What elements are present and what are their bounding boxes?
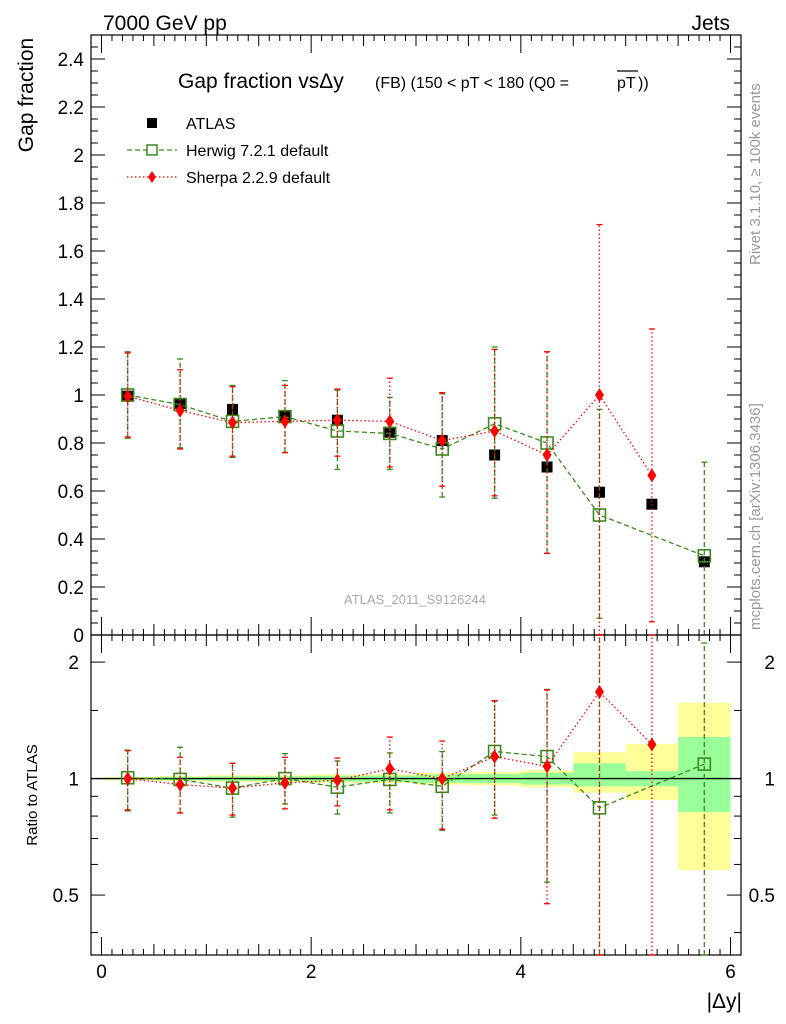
- x-tick-label: 4: [516, 962, 527, 983]
- ratio-y-tick-label: 1: [68, 770, 79, 791]
- sherpa-point: [228, 781, 238, 796]
- sherpa-point: [280, 414, 290, 429]
- sherpa-point: [280, 775, 290, 790]
- main-series-layer: [120, 223, 712, 636]
- header-category-label: Jets: [691, 12, 730, 35]
- sherpa-point: [332, 413, 342, 428]
- main-panel: 0 0.2 0.4 0.6 0.8 1 1.2 1.4 1.6 1.8 2 2.2 2.4 ATLAS_…: [15, 34, 742, 647]
- legend-label-sherpa: Sherpa 2.2.9 default: [186, 170, 331, 187]
- legend-entry-atlas: ATLAS: [147, 116, 236, 133]
- ratio-series-layer: [120, 634, 712, 956]
- sherpa-point: [385, 761, 395, 776]
- main-y-tick-label: 1.8: [58, 194, 84, 215]
- main-y-tick-label: 2.4: [58, 50, 85, 71]
- sherpa-point: [332, 773, 342, 788]
- legend: ATLAS Herwig 7.2.1 default Sherpa 2.2.9 …: [127, 116, 331, 187]
- legend-label-atlas: ATLAS: [186, 116, 236, 133]
- x-tick-label: 0: [96, 962, 107, 983]
- main-y-tick-label: 0.8: [58, 434, 84, 455]
- legend-marker-sherpa: [148, 171, 156, 183]
- sherpa-point: [542, 759, 552, 774]
- main-y-tick-label: 0.2: [58, 578, 84, 599]
- sherpa-point: [175, 403, 185, 418]
- atlas-point: [384, 426, 396, 438]
- ratio-y-tick-label: 0.5: [53, 886, 79, 907]
- main-y-tick-label: 1.6: [58, 242, 84, 263]
- sherpa-point: [490, 749, 500, 764]
- sherpa-point: [647, 468, 657, 483]
- ratio-y-tick-label-right: 2: [764, 653, 775, 674]
- sherpa-point: [228, 415, 238, 430]
- title-main: Gap fraction vsΔy: [178, 70, 344, 93]
- main-y-tick-label: 2: [73, 146, 84, 167]
- sherpa-point: [542, 448, 552, 462]
- atlas-point: [593, 486, 605, 498]
- main-y-tick-label: 0.4: [58, 530, 85, 551]
- main-y-tick-label: 0: [73, 626, 84, 647]
- sherpa-point: [385, 414, 395, 429]
- main-y-axis: 0 0.2 0.4 0.6 0.8 1 1.2 1.4 1.6 1.8 2 2.2 2.4: [58, 34, 741, 647]
- legend-entry-sherpa: Sherpa 2.2.9 default: [127, 170, 331, 187]
- ratio-y-tick-label-right: 0.5: [749, 886, 775, 907]
- sherpa-point: [437, 771, 447, 786]
- main-y-tick-label: 1: [73, 386, 84, 407]
- x-axis: 0 2 4 6: [96, 35, 736, 983]
- x-axis-title: |Δy|: [707, 990, 742, 1013]
- sherpa-point: [647, 737, 657, 752]
- sherpa-point: [594, 388, 604, 402]
- sherpa-point: [123, 771, 133, 786]
- main-y-axis-title: Gap fraction: [15, 38, 38, 152]
- atlas-point: [646, 498, 658, 510]
- main-y-tick-label: 2.2: [58, 98, 84, 119]
- title-sub: (FB) (150 < pT < 180 (Q0 =: [375, 75, 569, 92]
- sherpa-point: [490, 424, 500, 438]
- rivet-version-label: Rivet 3.1.10, ≥ 100k events: [747, 83, 764, 265]
- sherpa-point: [175, 777, 185, 792]
- atlas-point: [541, 461, 553, 473]
- main-y-tick-label: 1.4: [58, 290, 85, 311]
- main-y-tick-label: 0.6: [58, 482, 84, 503]
- ratio-y-axis: 0.5 0.5 1 1 2 2: [53, 653, 775, 934]
- main-y-tick-label: 1.2: [58, 338, 84, 359]
- analysis-watermark: ATLAS_2011_S9126244: [344, 592, 486, 607]
- header-collision-label: 7000 GeV pp: [103, 12, 227, 35]
- x-tick-label: 2: [306, 962, 317, 983]
- sherpa-point: [437, 433, 447, 448]
- legend-marker-herwig: [146, 144, 158, 156]
- ratio-uncertainty-bands: [91, 702, 741, 871]
- legend-label-herwig: Herwig 7.2.1 default: [186, 143, 329, 160]
- legend-entry-herwig: Herwig 7.2.1 default: [127, 143, 329, 160]
- x-tick-label: 6: [725, 962, 736, 983]
- sherpa-point: [594, 684, 604, 699]
- herwig-point: [697, 757, 712, 771]
- mcplots-reference-label: mcplots.cern.ch [arXiv:1306.3436]: [747, 403, 764, 630]
- plot-title: Gap fraction vsΔy (FB) (150 < pT < 180 (…: [178, 70, 649, 93]
- ratio-y-axis-title: Ratio to ATLAS: [24, 744, 41, 845]
- title-overline-var: pT: [617, 75, 636, 92]
- ratio-y-tick-label-right: 1: [764, 770, 775, 791]
- legend-marker-atlas: [147, 118, 157, 128]
- herwig-point: [592, 508, 607, 522]
- title-close: )): [638, 75, 649, 92]
- ratio-y-tick-label: 2: [68, 653, 79, 674]
- ratio-panel: 0.5 0.5 1 1 2 2 Ratio to ATLAS: [24, 634, 775, 956]
- herwig-point: [697, 548, 712, 563]
- sherpa-point: [123, 389, 133, 404]
- herwig-series-line: [127, 394, 705, 557]
